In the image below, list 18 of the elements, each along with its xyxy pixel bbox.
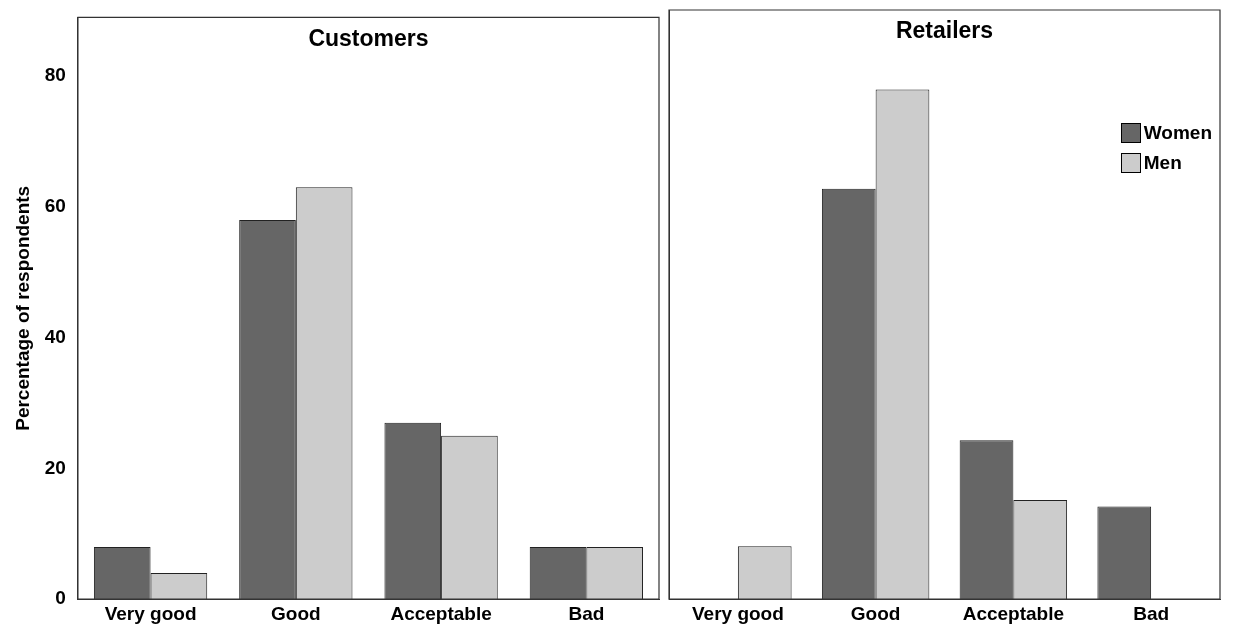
- chart-title: Retailers: [895, 17, 994, 44]
- chart-title: Customers: [308, 24, 429, 51]
- x-tick-label: Acceptable: [390, 602, 492, 624]
- y-tick-label: 0: [55, 587, 66, 609]
- legend-label: Women: [1143, 122, 1212, 144]
- y-tick-label: 80: [44, 64, 66, 86]
- y-tick-label: 60: [44, 195, 66, 217]
- x-tick-label: Bad: [1133, 602, 1170, 624]
- y-axis-title: Percentage of respondents: [11, 185, 33, 431]
- x-tick-label: Very good: [691, 602, 784, 624]
- x-tick-label: Acceptable: [962, 602, 1065, 624]
- legend-label: Men: [1143, 152, 1182, 174]
- x-tick-label: Good: [271, 602, 321, 624]
- y-tick-label: 40: [44, 325, 66, 347]
- x-tick-label: Very good: [104, 602, 197, 624]
- x-tick-label: Bad: [568, 602, 605, 624]
- y-tick-label: 20: [44, 456, 66, 478]
- x-tick-label: Good: [850, 602, 901, 624]
